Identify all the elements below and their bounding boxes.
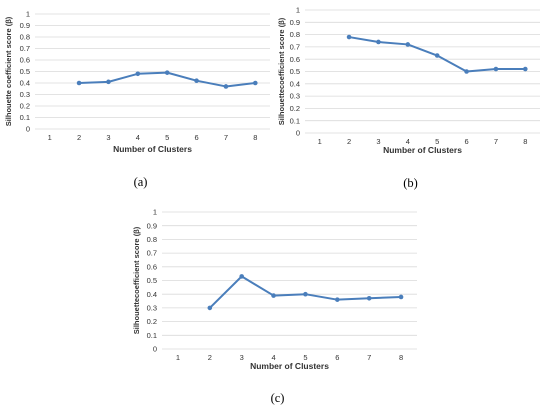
- data-point: [239, 274, 244, 279]
- y-tick-label: 0.3: [147, 304, 157, 313]
- x-tick-label: 7: [224, 133, 228, 142]
- data-point: [164, 70, 170, 75]
- x-tick-label: 5: [165, 133, 169, 142]
- data-point: [493, 66, 499, 72]
- y-tick-label: 0.1: [20, 113, 30, 122]
- data-point: [405, 42, 411, 47]
- y-axis-label: Silhouettecoefficient score (β): [132, 226, 141, 334]
- y-tick-label: 0.6: [147, 262, 157, 271]
- data-point: [76, 80, 82, 86]
- y-tick-label: 0.2: [290, 104, 300, 113]
- x-tick-label: 5: [435, 137, 439, 146]
- y-tick-label: 0.7: [147, 249, 157, 258]
- x-tick-label: 2: [347, 137, 351, 146]
- y-axis-label: Silhouette coefficient score (β): [4, 16, 13, 126]
- data-point: [207, 305, 213, 311]
- x-tick-label: 1: [318, 137, 322, 146]
- x-tick-label: 1: [48, 133, 52, 142]
- y-tick-label: 0.8: [290, 30, 300, 39]
- chart-b-svg: 0 0.1 0.2 0.3 0.4 0.5 0.6 0.7 0.8 0.9 1 1 2 3 4 5 6 7 8 Num…: [277, 6, 540, 190]
- y-tick-label: 0.4: [147, 290, 157, 299]
- y-tick-label: 0: [296, 129, 300, 138]
- x-tick-label: 8: [253, 133, 257, 142]
- data-point: [523, 66, 528, 72]
- y-tick-label: 1: [153, 208, 157, 217]
- y-tick-label: 0.3: [20, 90, 30, 99]
- y-tick-label: 0.6: [290, 55, 300, 64]
- x-tick-label: 7: [367, 353, 371, 362]
- y-tick-label: 0.7: [20, 44, 30, 53]
- y-tick-label: 0.7: [290, 43, 300, 52]
- x-tick-label: 8: [399, 353, 403, 362]
- x-tick-label: 3: [106, 133, 110, 142]
- y-tick-label: 0.5: [20, 67, 30, 76]
- panel-label: (a): [134, 175, 148, 189]
- y-tick-label: 0.9: [147, 221, 157, 230]
- chart-a-svg: 0 0.1 0.2 0.3 0.4 0.5 0.6 0.7 0.8 0.9 1 1 2 3 4 5 6 7 8 Num…: [4, 10, 270, 189]
- y-tick-label: 0.6: [20, 56, 30, 65]
- panel-label: (c): [271, 391, 285, 405]
- x-tick-label: 4: [136, 133, 140, 142]
- y-axis-label: Silhouettecoefficient score (β): [277, 17, 286, 125]
- y-tick-label: 0: [153, 345, 157, 354]
- x-axis-label: Number of Clusters: [113, 144, 192, 154]
- x-tick-label: 8: [523, 137, 527, 146]
- y-tick-label: 0.4: [20, 79, 30, 88]
- x-tick-label: 1: [176, 353, 180, 362]
- x-tick-label: 6: [335, 353, 339, 362]
- y-tick-label: 0.2: [147, 317, 157, 326]
- y-tick-label: 0.5: [290, 67, 300, 76]
- data-point: [434, 53, 440, 58]
- x-axis-label: Number of Clusters: [250, 361, 329, 371]
- data-point: [335, 297, 340, 302]
- data-point: [376, 39, 381, 45]
- data-point: [366, 296, 372, 301]
- y-tick-label: 0.2: [20, 102, 30, 111]
- x-tick-label: 5: [303, 353, 307, 362]
- y-tick-label: 0: [26, 125, 30, 134]
- x-tick-label: 2: [77, 133, 81, 142]
- x-tick-label: 4: [406, 137, 410, 146]
- y-tick-label: 0.1: [147, 331, 157, 340]
- y-tick-label: 0.1: [290, 116, 300, 125]
- y-tick-label: 0.3: [290, 92, 300, 101]
- x-tick-label: 3: [376, 137, 380, 146]
- x-tick-label: 3: [240, 353, 244, 362]
- chart-c-svg: 0 0.1 0.2 0.3 0.4 0.5 0.6 0.7 0.8 0.9 1 1 2 3 4 5 6 7 8 Num…: [132, 208, 417, 405]
- data-point: [194, 78, 199, 83]
- chart-panel-b: 0 0.1 0.2 0.3 0.4 0.5 0.6 0.7 0.8 0.9 1 1 2 3 4 5 6 7 8 Num…: [275, 0, 550, 205]
- x-tick-label: 7: [494, 137, 498, 146]
- data-point: [223, 84, 229, 89]
- x-tick-label: 6: [194, 133, 198, 142]
- y-tick-label: 0.8: [20, 33, 30, 42]
- x-tick-label: 4: [271, 353, 275, 362]
- data-point: [106, 79, 111, 85]
- data-point: [464, 69, 469, 74]
- y-tick-label: 1: [296, 6, 300, 15]
- chart-panel-a: 0 0.1 0.2 0.3 0.4 0.5 0.6 0.7 0.8 0.9 1 1 2 3 4 5 6 7 8 Num…: [0, 0, 275, 205]
- y-tick-label: 1: [26, 10, 30, 19]
- data-point: [253, 80, 258, 86]
- x-axis-label: Number of Clusters: [383, 145, 462, 155]
- y-tick-label: 0.4: [290, 79, 300, 88]
- y-tick-label: 0.9: [290, 18, 300, 27]
- x-tick-label: 6: [464, 137, 468, 146]
- data-point: [346, 34, 352, 40]
- chart-panel-c: 0 0.1 0.2 0.3 0.4 0.5 0.6 0.7 0.8 0.9 1 1 2 3 4 5 6 7 8 Num…: [125, 205, 425, 411]
- y-tick-label: 0.8: [147, 235, 157, 244]
- x-tick-label: 2: [208, 353, 212, 362]
- data-point: [398, 294, 404, 300]
- data-point: [271, 293, 276, 298]
- y-tick-label: 0.9: [20, 21, 30, 30]
- data-point: [303, 291, 308, 297]
- data-point: [135, 71, 141, 77]
- y-tick-label: 0.5: [147, 276, 157, 285]
- panel-label: (b): [403, 176, 418, 190]
